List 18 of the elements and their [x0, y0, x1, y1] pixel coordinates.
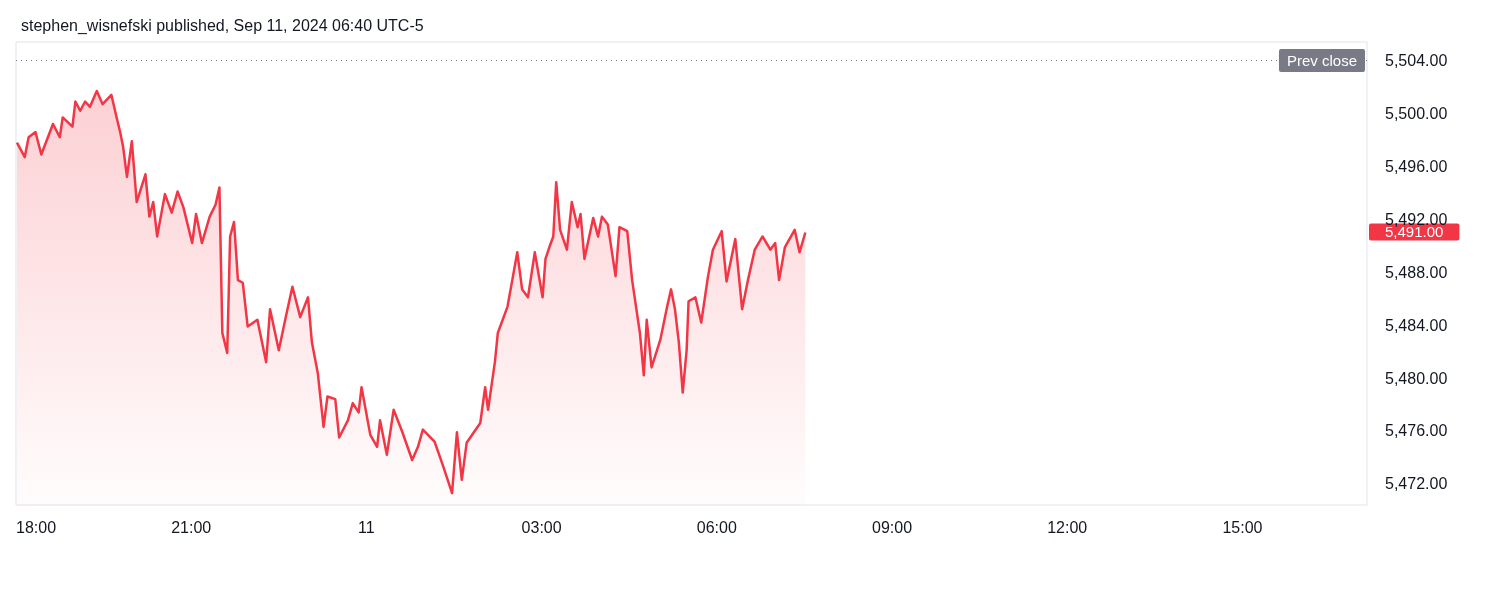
y-tick-label: 5,476.00	[1385, 422, 1448, 440]
y-tick-label: 5,496.00	[1385, 157, 1448, 175]
y-tick-label: 5,504.00	[1385, 52, 1448, 70]
y-tick-label: 5,484.00	[1385, 316, 1448, 334]
ref-line-label: Prev close	[1286, 52, 1357, 70]
x-tick-label: 11	[358, 518, 375, 536]
chart-title: stephen_wisnefski published, Sep 11, 2024 06:40 UTC-5	[21, 16, 424, 35]
x-tick-label: 21:00	[171, 518, 212, 536]
x-tick-label: 09:00	[871, 518, 913, 536]
x-tick-label: 18:00	[16, 518, 57, 536]
x-tick-label: 06:00	[696, 518, 737, 536]
y-tick-label: 5,488.00	[1385, 263, 1448, 281]
y-tick-label: 5,500.00	[1385, 104, 1448, 122]
y-tick-label: 5,480.00	[1385, 369, 1448, 387]
x-tick-label: 12:00	[1047, 518, 1088, 536]
y-tick-label: 5,472.00	[1385, 475, 1448, 493]
x-tick-label: 03:00	[521, 518, 562, 536]
x-tick-label: 15:00	[1222, 518, 1263, 536]
